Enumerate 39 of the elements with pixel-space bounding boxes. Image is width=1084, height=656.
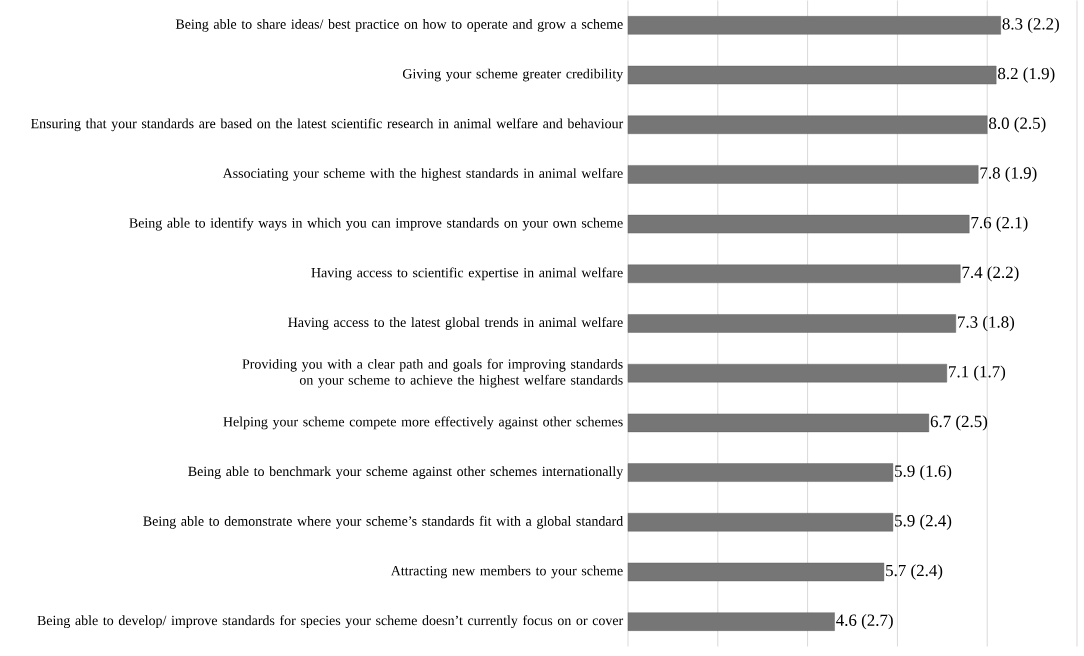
y-tick-label: Attracting new members to your scheme xyxy=(390,565,623,579)
y-tick-label: Being able to identify ways in which you can improve standards on your own scheme xyxy=(129,217,623,231)
y-tick-label: Being able to demonstrate where your scheme’s standards fit with a global standard xyxy=(143,515,624,529)
bar xyxy=(627,463,894,482)
bar xyxy=(627,264,961,283)
data-label: 8.0 (2.5) xyxy=(989,117,1046,133)
data-label: 5.9 (1.6) xyxy=(895,464,952,481)
y-tick-label: Associating your scheme with the highest standards in animal welfare xyxy=(222,168,623,181)
bar xyxy=(627,65,997,85)
bar xyxy=(627,413,930,433)
data-label: 8.2 (1.9) xyxy=(998,67,1055,83)
bar xyxy=(627,214,970,234)
bar xyxy=(627,115,988,134)
data-label: 7.3 (1.8) xyxy=(958,315,1015,332)
y-tick-label: Giving your scheme greater credibility xyxy=(402,68,624,82)
data-label: 7.1 (1.7) xyxy=(949,365,1006,381)
y-tick-label: Being able to benchmark your scheme against other schemes internationally xyxy=(188,466,624,479)
bar xyxy=(627,165,979,184)
y-tick-label: Being able to share ideas/ best practice on how to operate and grow a scheme xyxy=(175,18,623,32)
y-tick-label: Helping your scheme compete more effectively against other schemes xyxy=(223,416,623,430)
y-tick-label: Ensuring that your standards are based on the latest scientific research in animal welfare and behaviour xyxy=(31,118,624,132)
bar xyxy=(627,612,835,631)
bar xyxy=(627,16,1001,35)
bar xyxy=(627,562,885,582)
data-label: 5.9 (2.4) xyxy=(895,514,952,530)
data-label: 8.3 (2.2) xyxy=(1002,17,1059,34)
bar xyxy=(627,363,947,383)
y-tick-label: Having access to the latest global trends in animal welfare xyxy=(288,317,623,330)
data-label: 4.6 (2.7) xyxy=(836,613,893,630)
data-label: 7.8 (1.9) xyxy=(980,166,1037,183)
data-label: 7.6 (2.1) xyxy=(971,216,1028,232)
bar xyxy=(627,513,894,532)
data-label: 7.4 (2.2) xyxy=(962,266,1019,282)
data-label: 6.7 (2.5) xyxy=(930,415,988,431)
bar xyxy=(627,314,956,333)
data-label: 5.7 (2.4) xyxy=(886,564,943,580)
y-tick-label: Providing you with a clear path and goals for improving standards on your scheme to achieve the highest welfare standards xyxy=(242,358,623,388)
y-tick-label: Being able to develop/ improve standards for species your scheme doesn’t currently focus on or cover xyxy=(37,615,624,629)
y-tick-label: Having access to scientific expertise in animal welfare xyxy=(311,267,623,281)
